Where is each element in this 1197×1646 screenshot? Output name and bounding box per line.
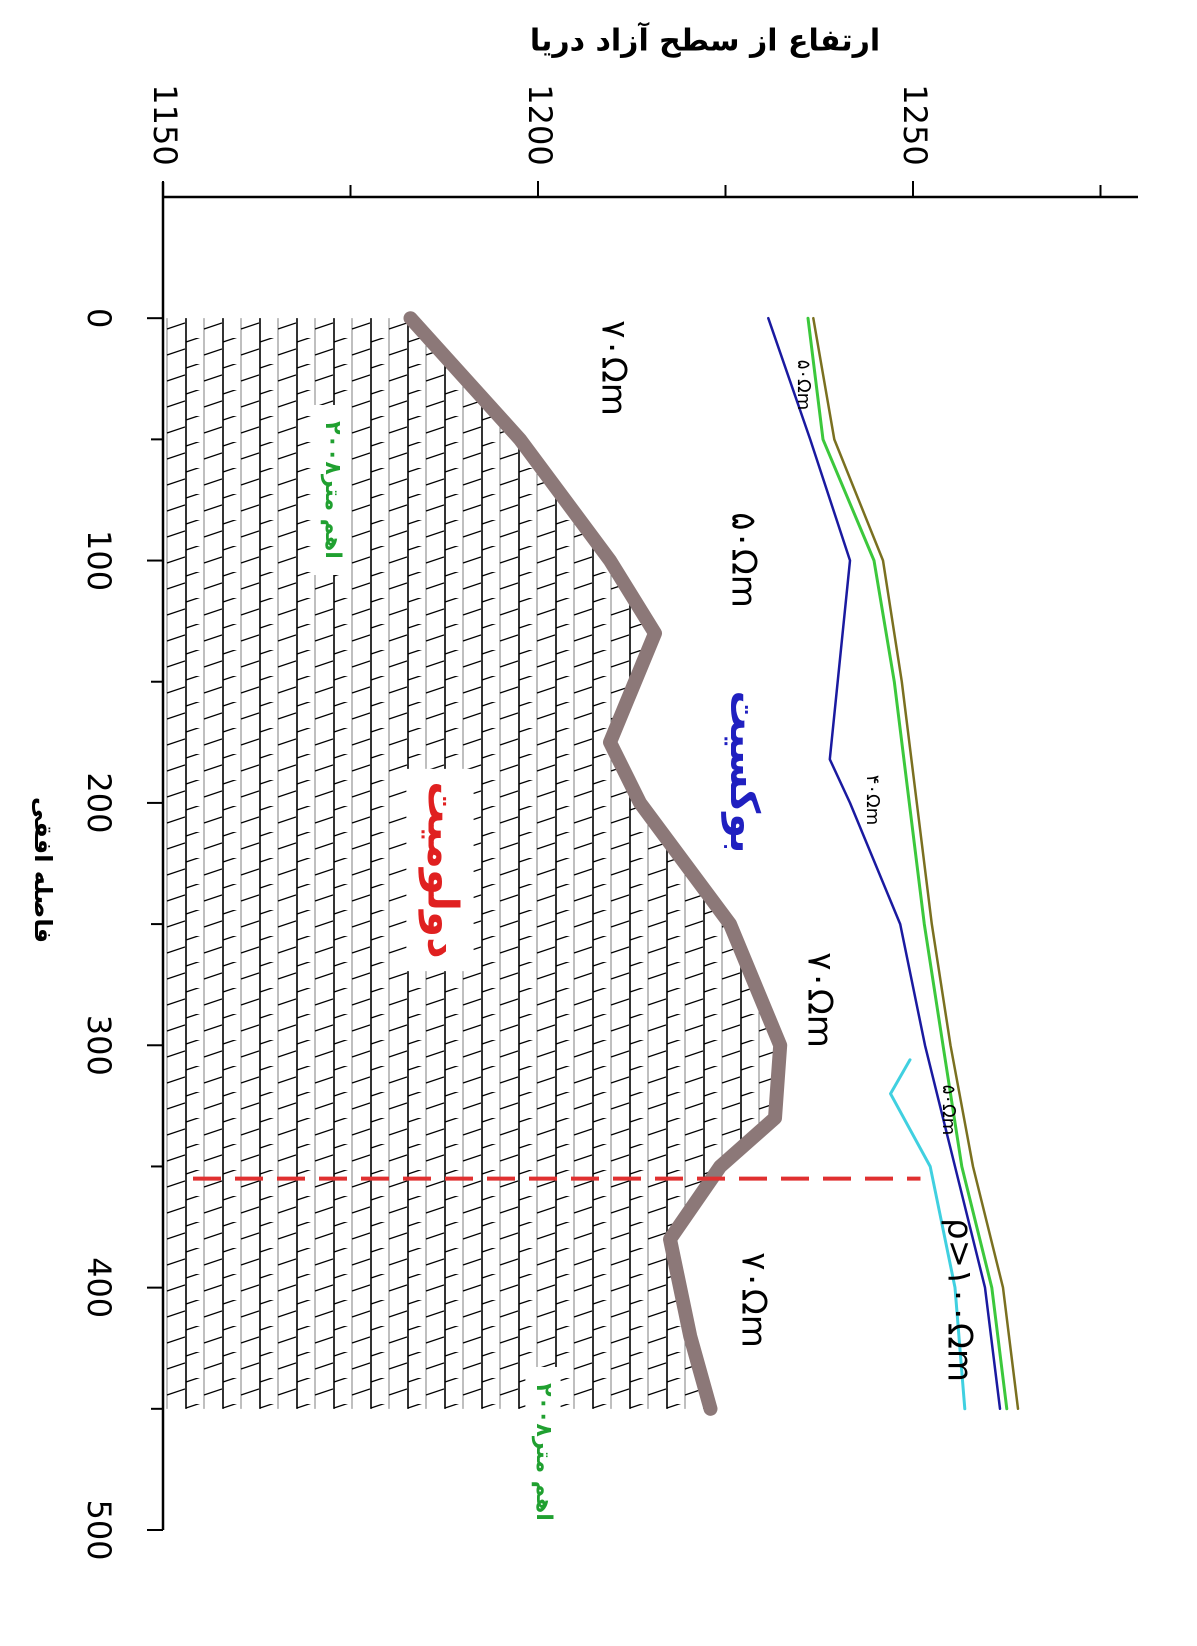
annotation: ۷۰Ωm	[594, 320, 634, 416]
annotation: ۵۰Ωm	[724, 512, 764, 608]
annotation: ρ>۱۰۰Ωm	[940, 1218, 980, 1382]
x-tick-label: 500	[80, 1499, 118, 1560]
annotation: ۵۰Ωm	[938, 1085, 959, 1136]
annotation: ۲۰۰۸اهم متر	[531, 1383, 556, 1521]
x-tick-label: 300	[80, 1015, 118, 1076]
x-tick-label: 200	[80, 772, 118, 833]
y-tick-label: 1200	[521, 84, 559, 165]
annotation: ۷۰Ωm	[734, 1252, 774, 1348]
y-tick-label: 1250	[896, 84, 934, 165]
x-tick-label: 100	[80, 530, 118, 591]
x-axis-label: فاصله افقی	[29, 797, 57, 943]
annotation: ۵۰Ωm	[793, 360, 814, 411]
chart: ارتفاع از سطح آزاد دریا فاصله افقی 1150 1…	[0, 0, 1197, 1646]
x-tick-label: 0	[80, 308, 118, 328]
y-tick-label: 1150	[146, 84, 184, 165]
annotation: دولومیت	[418, 781, 468, 958]
annotation: بوکسیت	[721, 691, 767, 854]
annotation: ۲۰۰۸اهم متر	[320, 421, 345, 559]
annotation: ۴۰Ωm	[862, 775, 883, 826]
x-tick-label: 400	[80, 1257, 118, 1318]
annotation: ۷۰Ωm	[800, 952, 840, 1048]
chart-title: ارتفاع از سطح آزاد دریا	[530, 22, 880, 59]
